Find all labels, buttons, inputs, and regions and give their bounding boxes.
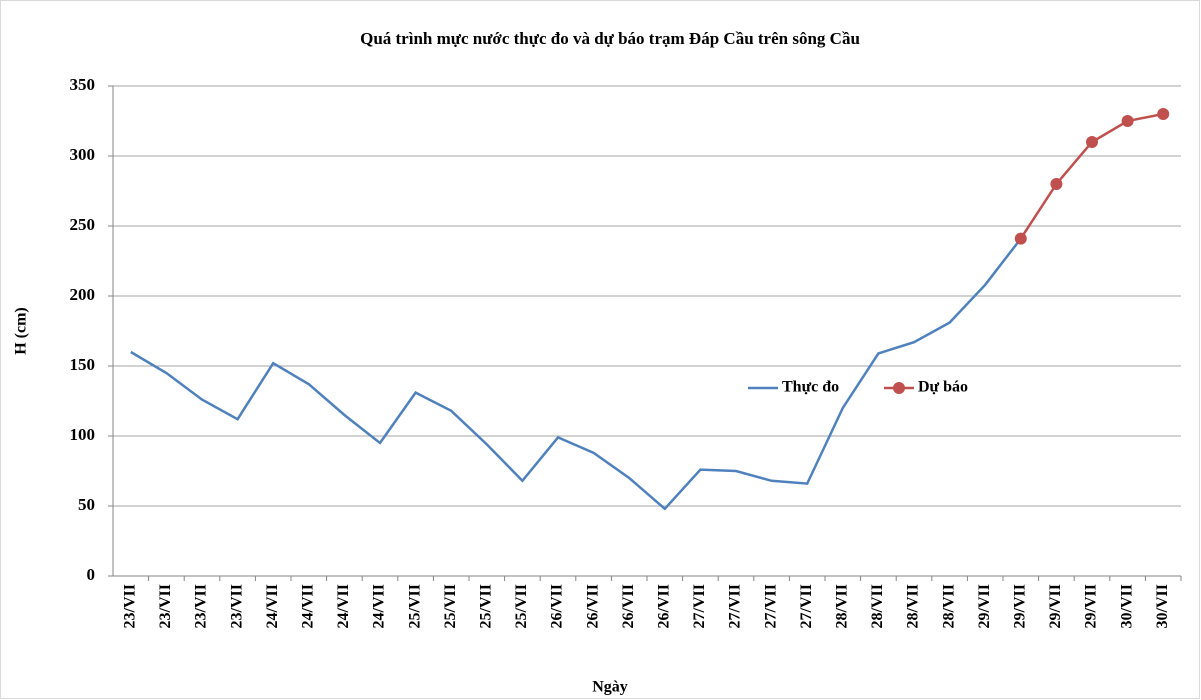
x-tick-label: 25/VII [513, 584, 530, 628]
x-tick-label: 24/VII [371, 584, 388, 628]
x-tick-label: 28/VII [940, 584, 957, 628]
x-tick-label: 25/VII [406, 584, 423, 628]
x-tick-label: 27/VII [691, 584, 708, 628]
y-tick-label: 150 [70, 355, 96, 374]
x-tick-label: 24/VII [264, 584, 281, 628]
x-tick-label: 27/VII [798, 584, 815, 628]
point [1050, 178, 1063, 190]
x-tick-label: 23/VII [157, 584, 174, 628]
y-tick-label: 300 [70, 145, 96, 164]
point [1086, 136, 1098, 148]
y-tick-label: 0 [87, 565, 96, 584]
y-tick-label: 350 [70, 75, 96, 94]
legend-label: Thực đo [782, 379, 839, 396]
x-tick-label: 27/VII [762, 584, 779, 628]
legend-marker [893, 382, 905, 394]
x-tick-label: 26/VII [584, 584, 601, 628]
x-tick-label: 26/VII [549, 584, 566, 628]
x-tick-label: 28/VII [833, 584, 850, 628]
x-tick-label: 29/VII [1047, 584, 1064, 628]
x-tick-label: 23/VII [228, 584, 245, 628]
series-line [130, 237, 1022, 511]
x-tick-label: 24/VII [299, 584, 316, 628]
x-tick-label: 30/VII [1154, 584, 1171, 628]
x-tick-label: 25/VII [477, 584, 494, 628]
y-tick-label: 250 [70, 215, 96, 234]
x-tick-label: 28/VII [869, 584, 886, 628]
x-tick-label: 25/VII [442, 584, 459, 628]
x-tick-label: 29/VII [1011, 584, 1028, 628]
point [1157, 108, 1170, 120]
x-tick-label: 27/VII [727, 584, 744, 628]
x-tick-label: 29/VII [976, 584, 993, 628]
x-tick-label: 26/VII [655, 584, 672, 628]
x-axis-label: Ngày [592, 679, 628, 696]
x-tick-label: 29/VII [1083, 584, 1100, 628]
y-tick-label: 50 [78, 495, 95, 514]
point [1121, 115, 1134, 127]
y-tick-label: 200 [70, 285, 96, 304]
x-tick-label: 23/VII [121, 584, 138, 628]
y-tick-label: 100 [70, 425, 96, 444]
point [1014, 232, 1027, 245]
y-axis-label: H (cm) [13, 307, 30, 355]
x-tick-label: 24/VII [335, 584, 352, 628]
legend-label: Dự báo [918, 379, 968, 396]
x-tick-label: 30/VII [1118, 584, 1135, 628]
x-tick-label: 28/VII [905, 584, 922, 628]
chart-title: Quá trình mực nước thực đo và dự báo trạ… [360, 29, 860, 48]
x-tick-label: 26/VII [620, 584, 637, 628]
x-tick-label: 23/VII [193, 584, 210, 628]
